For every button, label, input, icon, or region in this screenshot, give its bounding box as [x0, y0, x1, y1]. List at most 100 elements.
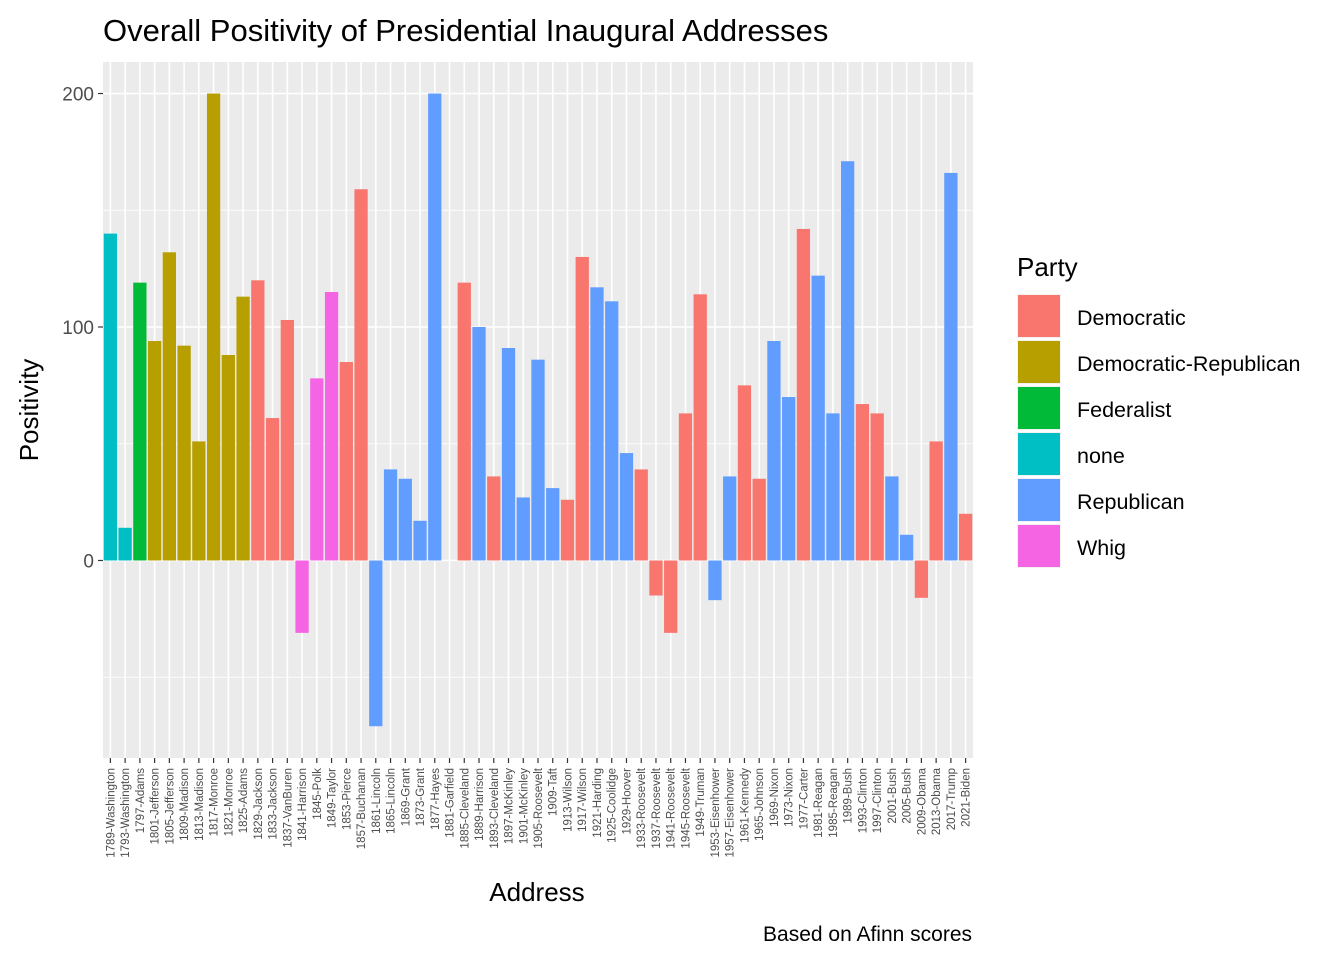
bar — [723, 476, 737, 561]
x-tick-label: 1829-Jackson — [253, 768, 265, 840]
bar — [752, 478, 766, 561]
x-tick-label: 1801-Jefferson — [150, 768, 162, 845]
bar — [383, 469, 398, 561]
x-tick-label: 1873-Grant — [415, 767, 427, 826]
bar — [634, 469, 648, 561]
x-tick-label: 1893-Cleveland — [489, 768, 501, 849]
x-tick-label: 1957-Eisenhower — [725, 768, 737, 858]
bar — [619, 453, 634, 561]
bar — [944, 172, 958, 561]
bar — [575, 256, 589, 561]
bar — [103, 233, 118, 561]
x-tick-label: 1865-Lincoln — [386, 768, 398, 834]
bar — [855, 404, 870, 561]
legend-swatch-whig — [1018, 525, 1060, 567]
x-tick-label: 2017-Trump — [946, 768, 958, 830]
x-tick-label: 1857-Buchanan — [356, 768, 368, 849]
bar — [664, 560, 678, 633]
y-tick-label: 200 — [62, 85, 94, 106]
x-tick-label: 1813-Madison — [194, 768, 206, 841]
x-tick-label: 1973-Nixon — [784, 768, 796, 827]
x-tick-label: 1897-McKinley — [504, 768, 516, 844]
bars — [103, 93, 973, 727]
x-tick-label: 2001-Bush — [887, 768, 899, 824]
legend-label: Republican — [1077, 490, 1185, 514]
bar — [472, 326, 486, 561]
legend-swatch-democratic — [1018, 295, 1060, 337]
bar — [133, 282, 147, 561]
bar — [265, 418, 280, 561]
bar — [236, 296, 250, 561]
bar — [192, 441, 206, 561]
x-tick-label: 1793-Washington — [120, 768, 132, 858]
x-tick-label: 1869-Grant — [400, 767, 412, 826]
x-tick-label: 1949-Truman — [695, 768, 707, 837]
x-tick-label: 1945-Roosevelt — [680, 767, 692, 848]
x-tick-label: 1833-Jackson — [268, 768, 280, 840]
bar — [177, 345, 191, 561]
x-tick-label: 1789-Washington — [105, 768, 117, 858]
bar — [339, 362, 353, 561]
y-axis: 0 100 200 — [62, 85, 103, 572]
x-tick-label: 1841-Harrison — [297, 768, 309, 841]
bar — [221, 355, 235, 561]
x-tick-label: 1933-Roosevelt — [636, 767, 648, 848]
chart-title: Overall Positivity of Presidential Inaug… — [103, 13, 828, 48]
bar — [369, 560, 383, 727]
x-tick-label: 1909-Taft — [548, 767, 560, 816]
y-axis-label: Positivity — [14, 359, 44, 462]
bar — [413, 520, 427, 561]
x-tick-label: 1825-Adams — [238, 768, 250, 833]
x-tick-label: 1977-Carter — [798, 768, 810, 830]
bar — [693, 294, 707, 561]
legend-label: Whig — [1077, 536, 1126, 560]
x-tick-label: 1901-McKinley — [518, 768, 530, 844]
legend-swatch-federalist — [1018, 387, 1060, 429]
legend-label: Democratic-Republican — [1077, 352, 1300, 376]
bar — [605, 301, 619, 561]
x-tick-label: 1849-Taylor — [327, 768, 339, 828]
x-tick-label: 1981-Reagan — [813, 768, 825, 838]
x-tick-label: 1861-Lincoln — [371, 768, 383, 834]
x-tick-label: 1805-Jefferson — [164, 768, 176, 845]
bar — [487, 476, 501, 561]
legend-title: Party — [1017, 252, 1078, 282]
x-tick-label: 1797-Adams — [135, 768, 147, 833]
legend-swatch-democratic-republican — [1018, 341, 1060, 383]
x-tick-label: 2013-Obama — [931, 767, 943, 835]
x-tick-label: 1889-Harrison — [474, 768, 486, 841]
legend: Party Democratic Democratic-Republican Fed… — [1017, 252, 1300, 568]
bar — [958, 513, 973, 561]
bar — [590, 287, 604, 561]
caption: Based on Afinn scores — [763, 923, 972, 946]
x-tick-label: 1965-Johnson — [754, 768, 766, 841]
bar — [162, 252, 176, 561]
bar — [737, 385, 752, 561]
bar — [280, 319, 294, 561]
bar — [398, 478, 412, 561]
legend-label: Federalist — [1077, 398, 1171, 422]
bar — [118, 527, 132, 561]
x-tick-label: 1993-Clinton — [857, 768, 869, 833]
bar — [782, 397, 796, 561]
bar — [929, 441, 943, 561]
x-tick-label: 1845-Polk — [312, 768, 324, 820]
x-tick-label: 2021-Biden — [961, 768, 973, 827]
x-tick-label: 1929-Hoover — [621, 768, 633, 835]
x-tick-label: 1941-Roosevelt — [666, 767, 678, 848]
bar — [428, 93, 442, 561]
bar — [767, 341, 781, 561]
legend-label: Democratic — [1077, 306, 1186, 330]
bar — [147, 341, 162, 561]
x-tick-label: 1953-Eisenhower — [710, 768, 722, 858]
bar — [914, 560, 929, 598]
bar — [841, 161, 855, 561]
bar — [870, 413, 884, 561]
bar — [826, 413, 840, 561]
y-tick-label: 100 — [62, 318, 94, 339]
x-tick-label: 1809-Madison — [179, 768, 191, 841]
bar — [457, 282, 471, 561]
x-tick-label: 1885-Cleveland — [459, 768, 471, 849]
bar — [206, 93, 221, 561]
